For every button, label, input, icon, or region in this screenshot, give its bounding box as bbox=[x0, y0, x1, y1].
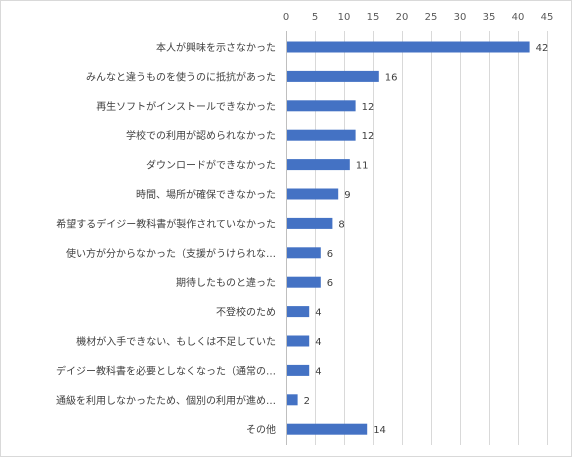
bar bbox=[287, 423, 368, 435]
data-label: 42 bbox=[536, 43, 549, 54]
category-label: 学校での利用が認められなかった bbox=[126, 129, 276, 142]
category-label: その他 bbox=[246, 423, 276, 436]
data-label: 6 bbox=[327, 278, 333, 289]
x-tick-label: 15 bbox=[367, 12, 380, 23]
category-label: 不登校のため bbox=[216, 306, 276, 319]
data-label: 4 bbox=[315, 308, 321, 319]
x-tick-label: 40 bbox=[512, 12, 525, 23]
category-label: みんなと違うものを使うのに抵抗があった bbox=[86, 70, 276, 83]
category-label: 時間、場所が確保できなかった bbox=[136, 188, 276, 201]
bar bbox=[287, 41, 530, 53]
data-label: 2 bbox=[304, 396, 310, 407]
bar bbox=[287, 394, 298, 406]
category-label: デイジー教科書を必要としなくなった（通常の… bbox=[56, 364, 276, 377]
bar bbox=[287, 129, 356, 141]
bar bbox=[287, 217, 333, 229]
data-label: 8 bbox=[338, 219, 344, 230]
category-label: 機材が入手できない、もしくは不足していた bbox=[76, 335, 276, 348]
x-tick-label: 10 bbox=[338, 12, 351, 23]
data-label: 16 bbox=[385, 72, 398, 83]
data-label: 14 bbox=[373, 425, 386, 436]
bar bbox=[287, 247, 321, 259]
x-tick-label: 0 bbox=[283, 12, 289, 23]
bar bbox=[287, 70, 379, 82]
bar bbox=[287, 188, 339, 200]
x-tick-label: 35 bbox=[483, 12, 496, 23]
data-label: 9 bbox=[344, 190, 350, 201]
category-label: 通級を利用しなかったため、個別の利用が進め… bbox=[56, 394, 276, 407]
x-tick-label: 20 bbox=[396, 12, 409, 23]
bar bbox=[287, 364, 310, 376]
category-label: 希望するデイジー教科書が製作されていなかった bbox=[56, 217, 276, 230]
x-tick-label: 5 bbox=[312, 12, 318, 23]
category-label: 再生ソフトがインストールできなかった bbox=[96, 100, 276, 113]
category-label: 本人が興味を示さなかった bbox=[156, 41, 276, 54]
bar bbox=[287, 159, 350, 171]
data-label: 12 bbox=[362, 131, 375, 142]
x-tick-label: 45 bbox=[541, 12, 554, 23]
x-tick-label: 30 bbox=[454, 12, 467, 23]
data-label: 4 bbox=[315, 337, 321, 348]
category-label: 期待したものと違った bbox=[176, 276, 276, 289]
bar bbox=[287, 306, 310, 318]
category-label: 使い方が分からなかった（支援がうけられな… bbox=[66, 247, 276, 260]
bar bbox=[287, 276, 321, 288]
data-label: 11 bbox=[356, 161, 369, 172]
x-tick-label: 25 bbox=[425, 12, 438, 23]
data-label: 4 bbox=[315, 366, 321, 377]
bar bbox=[287, 100, 356, 112]
data-label: 12 bbox=[362, 102, 375, 113]
category-label: ダウンロードができなかった bbox=[146, 159, 276, 172]
data-label: 6 bbox=[327, 249, 333, 260]
bar bbox=[287, 335, 310, 347]
